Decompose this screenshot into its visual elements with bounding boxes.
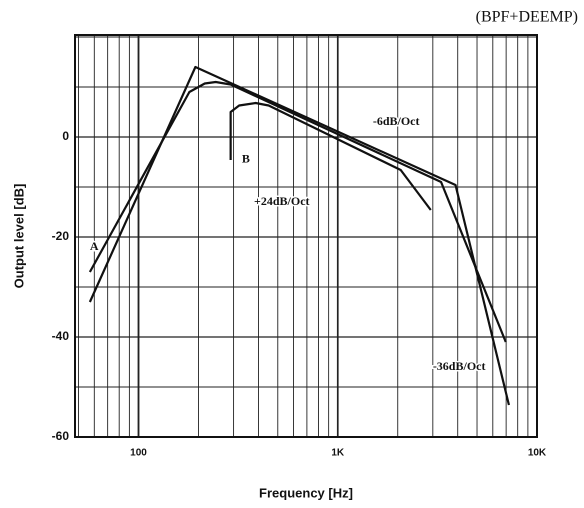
annotation: B — [242, 151, 250, 165]
y-tick-label: -20 — [52, 229, 70, 243]
y-axis-label: Output level [dB] — [11, 184, 26, 289]
annotation: -6dB/Oct — [373, 114, 420, 128]
line-series — [229, 101, 432, 211]
x-axis-label: Frequency [Hz] — [259, 485, 353, 500]
annotation: A — [90, 239, 99, 253]
x-tick-label: 1K — [331, 448, 345, 459]
annotation: +24dB/Oct — [254, 194, 310, 208]
annotation: -36dB/Oct — [433, 359, 486, 373]
y-tick-label: -60 — [52, 429, 70, 443]
chart-title: (BPF+DEEMP) — [476, 9, 578, 26]
y-tick-label: 0 — [62, 129, 69, 143]
line-series — [88, 65, 511, 406]
x-tick-label: 100 — [130, 448, 147, 459]
plot-frame — [74, 34, 538, 438]
y-tick-label: -40 — [52, 329, 70, 343]
x-tick-label: 10K — [528, 448, 547, 459]
line-series — [88, 80, 507, 343]
